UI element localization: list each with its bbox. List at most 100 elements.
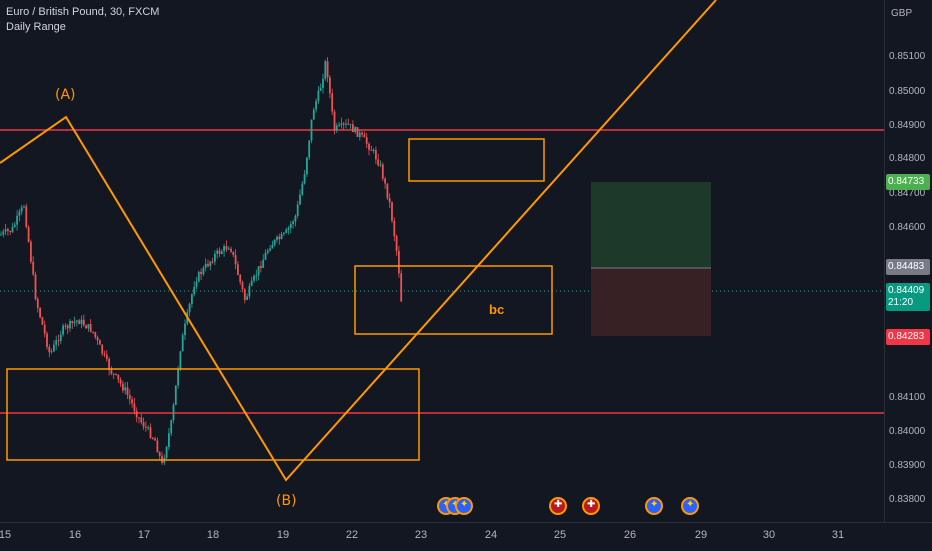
candle-body	[375, 150, 377, 160]
price-tick: 0.84100	[889, 392, 926, 403]
stop-price-label[interactable]: 0.84283	[886, 329, 930, 345]
candle-body	[246, 296, 248, 300]
candle-body	[53, 344, 55, 352]
price-tick: 0.83800	[889, 494, 926, 505]
candle-body	[110, 369, 113, 374]
candle-body	[354, 127, 357, 133]
candle-body	[39, 307, 41, 318]
eu-flag-icon[interactable]	[645, 497, 663, 515]
candle-body	[400, 273, 403, 302]
candle-body	[273, 239, 276, 245]
candle-body	[237, 264, 239, 275]
candle-body	[16, 215, 18, 225]
candlestick-series	[0, 57, 403, 466]
time-axis[interactable]: 15 16 17 18 19 22 23 24 25 26 29 30 31	[0, 522, 932, 551]
candle-body	[197, 271, 200, 282]
candle-body	[87, 324, 90, 329]
entry-price-label[interactable]: 0.84483	[886, 259, 930, 275]
candle-body	[287, 227, 290, 230]
price-tick: 0.84800	[889, 153, 926, 164]
candle-body	[156, 440, 159, 453]
candle-body	[283, 232, 285, 234]
candle-body	[9, 230, 12, 233]
candle-body	[384, 178, 386, 184]
candle-body	[225, 246, 228, 250]
indicator-label[interactable]: Daily Range	[6, 21, 66, 33]
price-axis[interactable]: GBP 0.85100 0.85000 0.84900 0.84800 0.84…	[884, 0, 932, 522]
time-tick: 24	[484, 529, 498, 541]
symbol-title[interactable]: Euro / British Pound, 30, FXCM	[6, 6, 160, 18]
candle-body	[358, 132, 361, 137]
candle-body	[276, 236, 278, 240]
candle-body	[289, 224, 292, 228]
candle-body	[207, 263, 209, 267]
candle-body	[253, 275, 255, 281]
candle-body	[177, 368, 179, 386]
candle-body	[193, 286, 196, 295]
candle-body	[96, 337, 99, 341]
bc-zone-box[interactable]	[354, 265, 553, 335]
candle-body	[30, 241, 32, 262]
time-tick: 16	[68, 529, 82, 541]
candle-body	[119, 379, 122, 384]
candle-body	[4, 229, 7, 232]
candle-body	[138, 417, 140, 419]
wave-b-label[interactable]: (B)	[276, 493, 297, 509]
chart-header: Euro / British Pound, 30, FXCM Daily Ran…	[6, 5, 159, 35]
candle-body	[50, 351, 53, 353]
candle-body	[71, 321, 74, 324]
candle-body	[94, 332, 97, 338]
position-loss-zone[interactable]	[591, 268, 711, 336]
candle-body	[140, 417, 143, 423]
demand-box[interactable]	[6, 368, 420, 461]
candle-body	[7, 229, 9, 231]
candle-body	[133, 403, 136, 412]
candle-body	[322, 78, 324, 89]
uk-flag-icon[interactable]	[549, 497, 567, 515]
candle-body	[329, 77, 331, 94]
candle-body	[27, 227, 30, 242]
candle-body	[308, 140, 311, 158]
candle-body	[393, 220, 396, 237]
candle-body	[99, 340, 101, 345]
eu-flag-icon[interactable]	[455, 497, 473, 515]
bc-label[interactable]: bc	[489, 302, 505, 317]
candle-body	[391, 202, 393, 221]
candle-body	[170, 420, 173, 434]
candle-body	[48, 346, 51, 353]
position-profit-zone[interactable]	[591, 182, 711, 268]
candle-body	[292, 221, 294, 225]
time-tick: 18	[206, 529, 220, 541]
abc-wave-path[interactable]	[0, 0, 717, 482]
supply-box[interactable]	[408, 138, 545, 182]
candle-body	[377, 159, 380, 166]
candle-body	[145, 426, 147, 428]
candle-body	[257, 266, 260, 276]
current-price-label[interactable]: 0.84409 21:20	[886, 283, 930, 311]
candle-body	[200, 271, 202, 275]
candle-body	[241, 282, 244, 290]
candle-body	[43, 324, 46, 334]
chart-canvas[interactable]	[0, 0, 884, 522]
candle-body	[223, 246, 225, 252]
candle-body	[108, 358, 110, 370]
candle-body	[269, 248, 271, 251]
candle-body	[158, 452, 161, 456]
candle-body	[388, 198, 391, 203]
uk-flag-icon[interactable]	[582, 497, 600, 515]
candle-body	[218, 250, 221, 254]
candle-body	[73, 321, 76, 324]
bar-countdown: 21:20	[888, 297, 914, 308]
price-tick: 0.83900	[889, 460, 926, 471]
target-price-label[interactable]: 0.84733	[886, 174, 930, 190]
candle-body	[227, 248, 230, 250]
wave-a-label[interactable]: (A)	[55, 87, 76, 103]
candle-body	[174, 385, 177, 405]
candle-body	[188, 303, 191, 313]
chart-plot-area[interactable]: (A) (B) bc	[0, 0, 884, 522]
eu-flag-icon[interactable]	[681, 497, 699, 515]
candle-body	[260, 266, 262, 268]
candle-body	[230, 248, 232, 252]
candle-body	[101, 344, 104, 354]
candle-body	[66, 325, 69, 329]
